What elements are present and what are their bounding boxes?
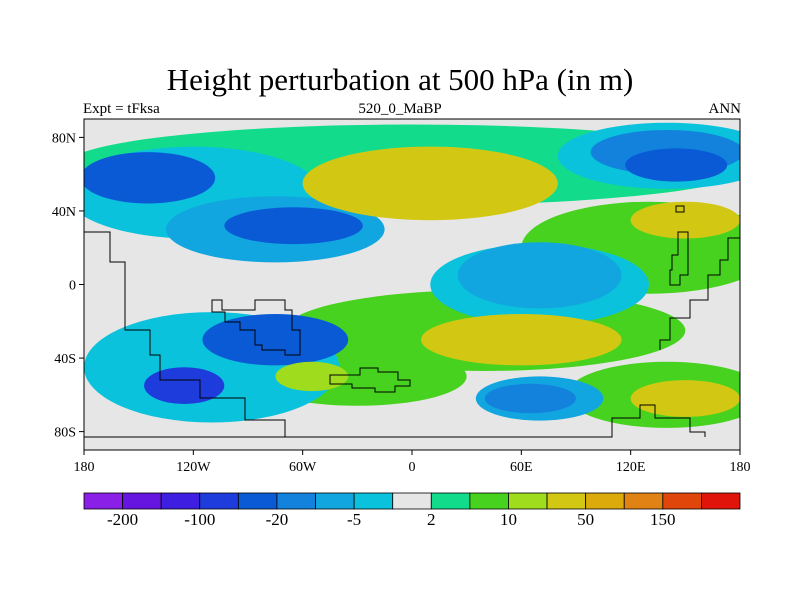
- colorbar-swatch: [237, 492, 278, 510]
- blue-south-indian: [484, 383, 576, 414]
- colorbar-label: 50: [577, 510, 594, 529]
- colorbar-label: -100: [184, 510, 215, 529]
- y-tick-label: 40N: [52, 205, 76, 220]
- x-tick-label: 180: [730, 460, 751, 475]
- yellow-north-asia: [630, 201, 740, 239]
- colorbar-swatch: [546, 492, 587, 510]
- yellow-south-australia: [630, 380, 740, 417]
- colorbar-swatch: [430, 492, 471, 510]
- colorbar-swatch: [122, 492, 162, 510]
- yellow-north-atlantic-europe: [302, 146, 558, 221]
- colorbar-swatch: [662, 492, 702, 510]
- cyan-africa: [457, 242, 622, 309]
- colorbar-swatch: [623, 492, 664, 510]
- colorbar-label: -200: [107, 510, 138, 529]
- colorbar-label: -5: [347, 510, 361, 529]
- colorbar-label: -20: [266, 510, 289, 529]
- antarctica-outline: [285, 404, 706, 438]
- colorbar-swatch: [83, 492, 123, 510]
- colorbar-swatch: [701, 492, 741, 510]
- continent-outlines: [84, 205, 740, 438]
- x-tick-label: 60E: [510, 460, 533, 475]
- x-tick-label: 120W: [176, 460, 211, 475]
- y-tick-label: 80S: [54, 426, 76, 441]
- colorbar-swatch: [392, 492, 432, 510]
- chart-title: Height perturbation at 500 hPa (in m): [166, 62, 634, 97]
- x-tick-label: 60W: [289, 460, 317, 475]
- colorbar-swatch: [585, 492, 625, 510]
- y-tick-label: 0: [69, 279, 76, 294]
- axes: 180 120W 60W 0 60E 120E 180 80N 40N 0 40S 80S: [52, 131, 751, 475]
- colorbar-label: 150: [650, 510, 676, 529]
- x-tick-label: 120E: [616, 460, 646, 475]
- colorbar-label: 2: [427, 510, 436, 529]
- asia-outline: [669, 231, 689, 286]
- yellow-south-atlantic: [275, 361, 349, 392]
- deep-blue-arctic-pacific: [84, 152, 216, 204]
- americas-outline: [84, 231, 286, 438]
- colorbar-swatch: [199, 492, 239, 510]
- x-tick-label: 0: [409, 460, 416, 475]
- africa-outline: [329, 367, 411, 393]
- asia-east-outline: [659, 237, 740, 350]
- colorbar-swatch: [469, 492, 509, 510]
- x-tick-label: 180: [74, 460, 95, 475]
- y-tick-label: 80N: [52, 131, 76, 146]
- south-america-outline: [211, 299, 301, 356]
- blue-north-atlantic: [224, 207, 363, 245]
- deep-blue-south-pacific: [144, 367, 225, 404]
- colorbar-swatch: [315, 492, 355, 510]
- deep-blue-east-asia: [625, 148, 728, 182]
- blue-south-america: [202, 314, 349, 366]
- island-outline: [675, 205, 685, 213]
- contour-field: [84, 119, 740, 450]
- colorbar: -200 -100 -20 -5 2 10 50 150: [83, 492, 741, 529]
- colorbar-swatch: [508, 492, 548, 510]
- colorbar-swatch: [353, 492, 394, 510]
- colorbar-swatch: [160, 492, 201, 510]
- period-label: 520_0_MaBP: [358, 101, 442, 117]
- colorbar-swatch: [276, 492, 316, 510]
- y-tick-label: 40S: [54, 352, 76, 367]
- experiment-label: Expt = tFksa: [83, 101, 160, 117]
- season-label: ANN: [708, 101, 742, 117]
- yellow-south-indian: [421, 314, 622, 366]
- colorbar-label: 10: [500, 510, 517, 529]
